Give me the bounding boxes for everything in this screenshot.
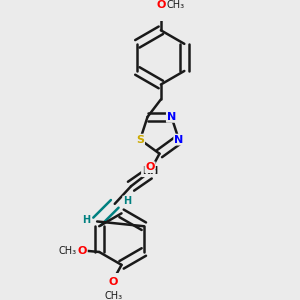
Text: S: S [136, 135, 144, 145]
Text: NH: NH [142, 166, 158, 176]
Text: CH₃: CH₃ [167, 0, 185, 10]
Text: N: N [174, 135, 184, 145]
Text: O: O [77, 246, 87, 256]
Text: N: N [167, 112, 176, 122]
Text: H: H [82, 215, 90, 225]
Text: O: O [109, 278, 118, 287]
Text: CH₃: CH₃ [104, 290, 122, 300]
Text: H: H [123, 196, 131, 206]
Text: O: O [145, 162, 155, 172]
Text: CH₃: CH₃ [59, 246, 77, 256]
Text: O: O [156, 0, 166, 10]
